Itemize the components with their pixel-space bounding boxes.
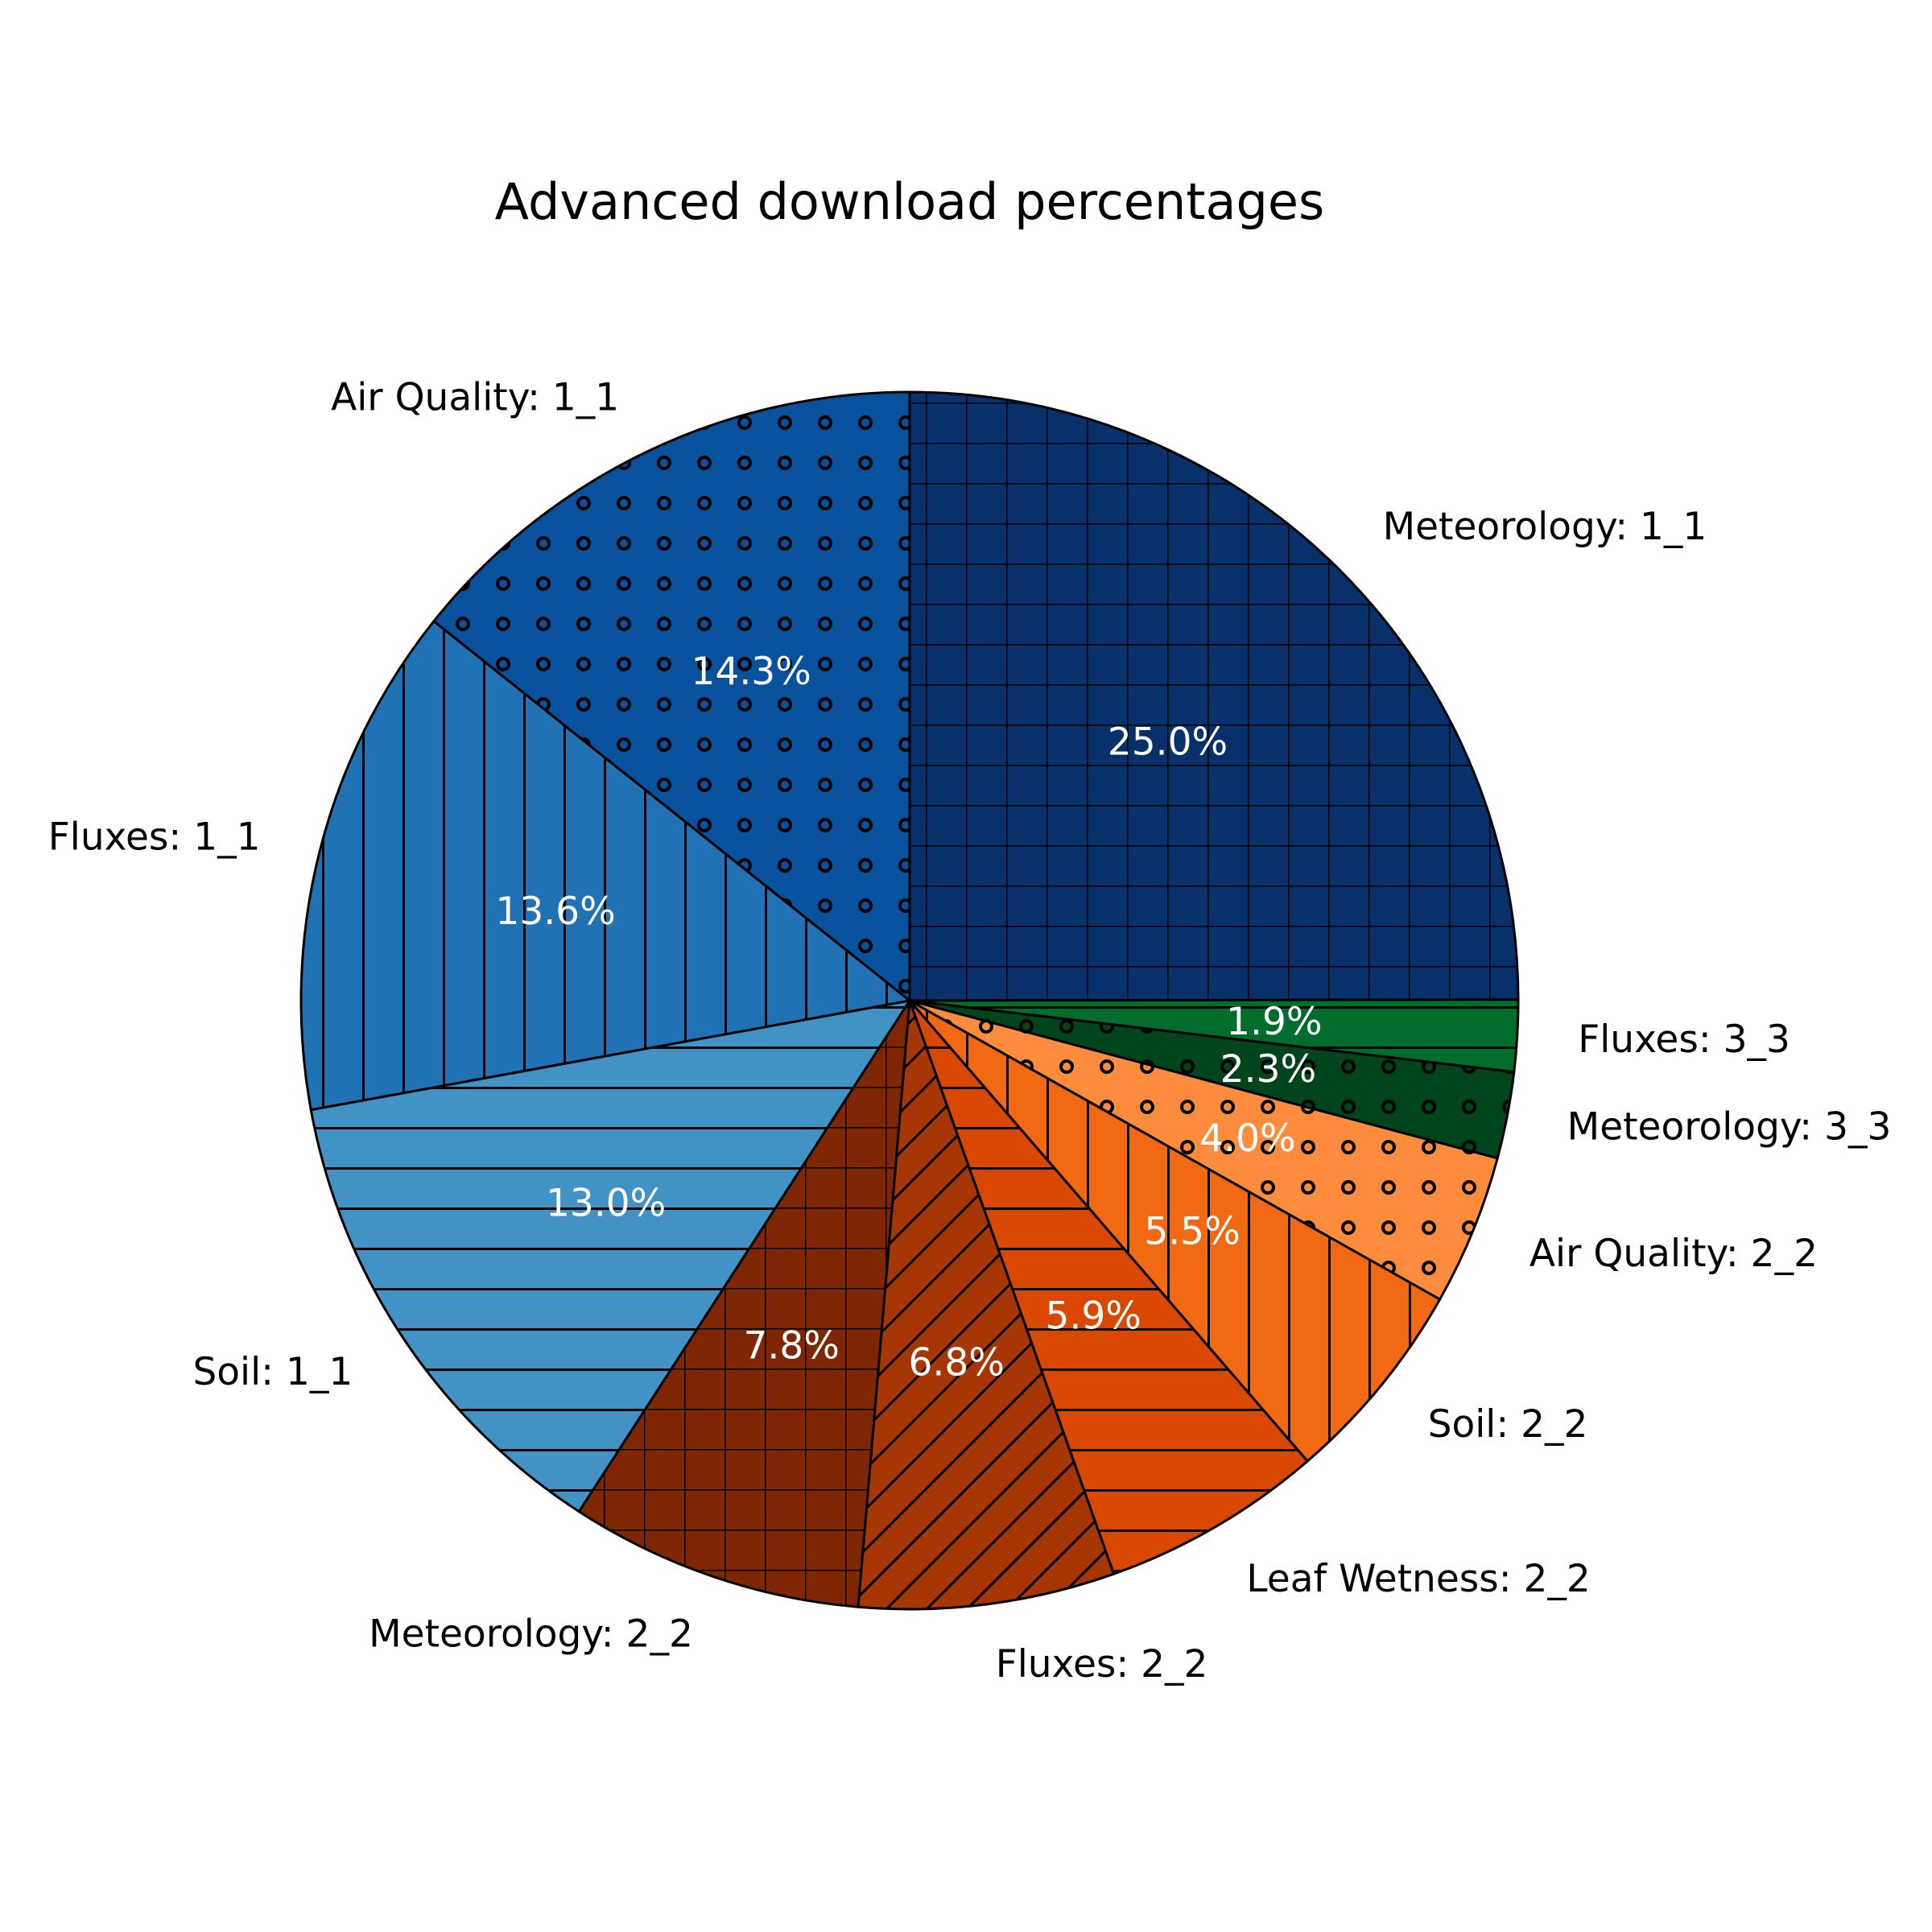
slices-layer	[299, 390, 1520, 1611]
slice-air-quality-2-2	[909, 999, 1500, 1302]
slice-label-leaf-wetness-2-2: Leaf Wetness: 2_2	[1246, 1557, 1590, 1601]
slice-air-quality-1-1	[431, 390, 911, 1004]
slice-label-air-quality-2-2: Air Quality: 2_2	[1530, 1232, 1818, 1276]
chart-title: Advanced download percentages	[495, 172, 1325, 231]
slice-label-air-quality-1-1: Air Quality: 1_1	[331, 375, 619, 419]
pct-label-fluxes-2-2: 6.8%	[909, 1340, 1005, 1385]
slice-meteorology-1-1	[908, 390, 1520, 1002]
labels-layer: 25.0% Meteorology: 1_1 1.9% Fluxes: 3_3 2.3%…	[48, 375, 1892, 1686]
pct-label-soil-1-1: 13.0%	[546, 1181, 666, 1225]
pct-label-meteorology-2-2: 7.8%	[744, 1324, 840, 1368]
slice-label-soil-2-2: Soil: 2_2	[1428, 1402, 1588, 1447]
pct-label-air-quality-1-1: 14.3%	[691, 650, 811, 694]
pct-label-meteorology-3-3: 2.3%	[1220, 1047, 1316, 1092]
slice-soil-2-2	[908, 999, 1442, 1463]
pct-label-fluxes-1-1: 13.6%	[495, 890, 615, 934]
pct-label-air-quality-2-2: 4.0%	[1199, 1117, 1295, 1161]
pct-label-meteorology-1-1: 25.0%	[1108, 720, 1228, 765]
slice-label-meteorology-3-3: Meteorology: 3_3	[1567, 1104, 1892, 1149]
pct-label-leaf-wetness-2-2: 5.9%	[1046, 1294, 1141, 1339]
slice-label-meteorology-1-1: Meteorology: 1_1	[1383, 505, 1707, 549]
slice-label-fluxes-2-2: Fluxes: 2_2	[996, 1642, 1208, 1686]
pct-label-fluxes-3-3: 1.9%	[1226, 1000, 1322, 1044]
pct-label-soil-2-2: 5.5%	[1144, 1210, 1240, 1254]
slice-fluxes-2-2	[857, 1000, 1116, 1611]
slice-label-meteorology-2-2: Meteorology: 2_2	[369, 1612, 693, 1656]
slice-label-fluxes-3-3: Fluxes: 3_3	[1578, 1018, 1790, 1062]
slice-label-soil-1-1: Soil: 1_1	[192, 1350, 353, 1394]
slice-soil-1-1	[309, 998, 913, 1513]
slice-label-fluxes-1-1: Fluxes: 1_1	[48, 815, 261, 860]
slice-meteorology-2-2	[577, 1000, 911, 1608]
slice-fluxes-1-1	[299, 619, 913, 1112]
slice-leaf-wetness-2-2	[908, 1000, 1310, 1576]
